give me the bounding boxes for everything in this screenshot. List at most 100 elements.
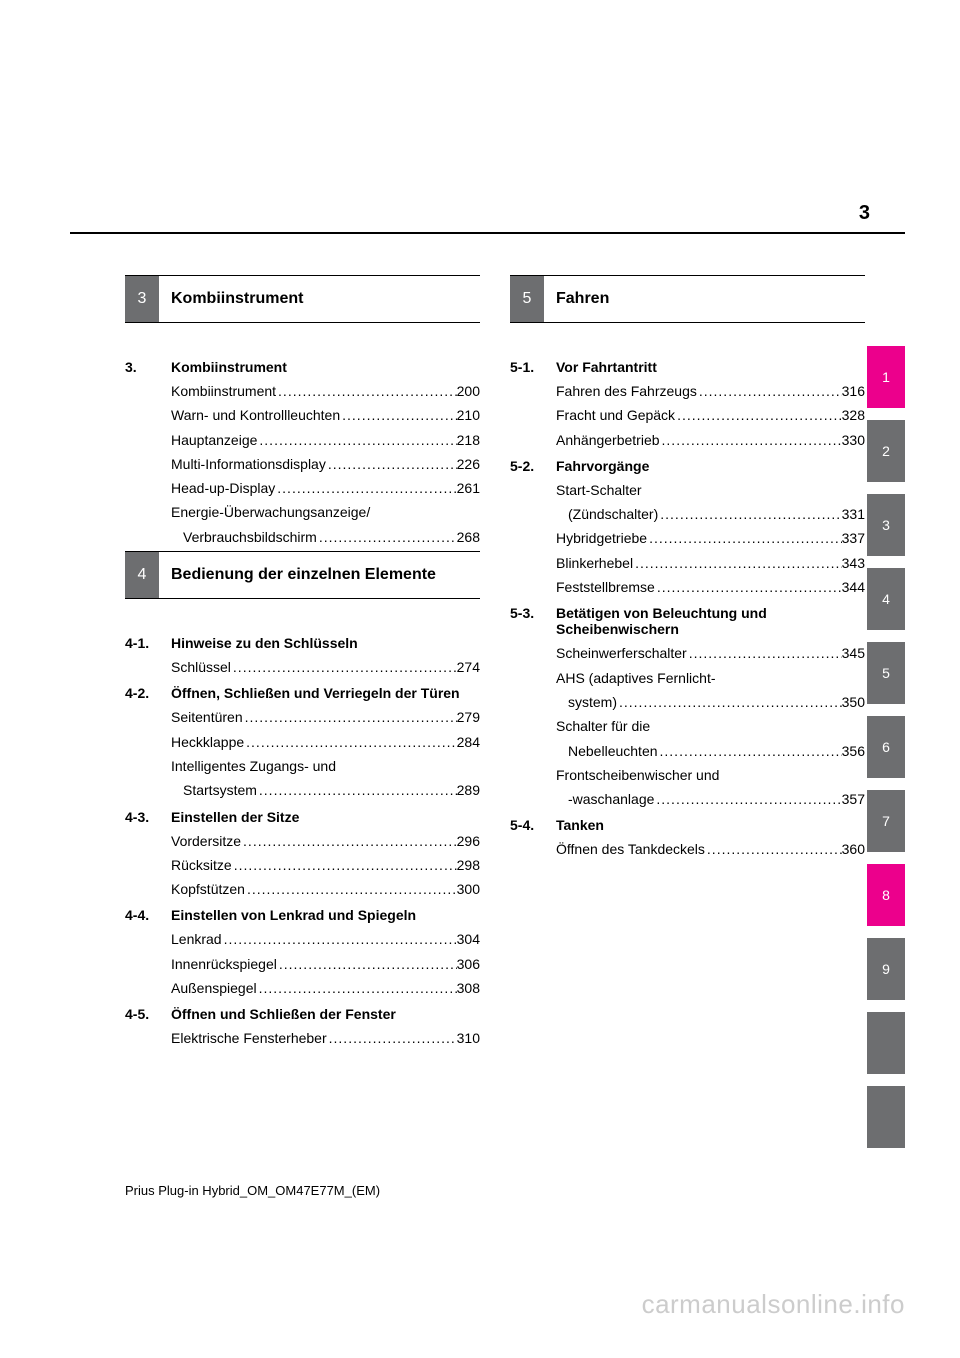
toc-entry-leader xyxy=(257,978,457,998)
chapter-tab-7[interactable]: 7 xyxy=(867,790,905,852)
toc-subheading-number: 5-1. xyxy=(510,359,556,375)
chapter-tab-1[interactable]: 1 xyxy=(867,346,905,408)
toc-subheading-title: Einstellen von Lenkrad und Spiegeln xyxy=(171,907,480,923)
toc-entry-label: AHS (adaptives Fernlicht- xyxy=(556,668,716,688)
toc-entry-label: Fahren des Fahrzeugs xyxy=(556,381,697,401)
toc-entry-page: 268 xyxy=(457,527,480,547)
toc-entry-label: Schalter für die xyxy=(556,716,650,736)
chapter-tab-9[interactable]: 9 xyxy=(867,938,905,1000)
toc-entry-continuation: Nebelleuchten 356 xyxy=(568,741,865,761)
toc-entry-continuation: (Zündschalter) 331 xyxy=(568,504,865,524)
toc-subheading: 4-3.Einstellen der Sitze xyxy=(125,809,480,825)
toc-entry-page: 360 xyxy=(842,839,865,859)
toc-entry-label: Kopfstützen xyxy=(171,879,245,899)
toc-subheading-title: Vor Fahrtantritt xyxy=(556,359,865,375)
toc-entry: Lenkrad 304 xyxy=(171,929,480,949)
toc-entry: Warn- und Kontrollleuchten 210 xyxy=(171,405,480,425)
section-bar: 4Bedienung der einzelnen Elemente xyxy=(125,551,480,599)
toc-entry-page: 331 xyxy=(842,504,865,524)
toc-subheading-title: Tanken xyxy=(556,817,865,833)
toc-entry: Seitentüren 279 xyxy=(171,707,480,727)
toc-entry: Rücksitze 298 xyxy=(171,855,480,875)
toc-entry: Innenrückspiegel 306 xyxy=(171,954,480,974)
toc-subheading: 4-4.Einstellen von Lenkrad und Spiegeln xyxy=(125,907,480,923)
toc-entry-label: Hauptanzeige xyxy=(171,430,257,450)
toc-subheading-number: 4-4. xyxy=(125,907,171,923)
toc-entry-leader xyxy=(317,527,457,547)
toc-subheading-number: 4-5. xyxy=(125,1006,171,1022)
toc-entry-label: Feststellbremse xyxy=(556,577,655,597)
toc-entry-page: 304 xyxy=(457,929,480,949)
toc-subheading-title: Öffnen, Schließen und Verriegeln der Tür… xyxy=(171,685,480,701)
toc-subheading: 5-2.Fahrvorgänge xyxy=(510,458,865,474)
toc-subheading: 3.Kombiinstrument xyxy=(125,359,480,375)
toc-entry-leader xyxy=(257,780,457,800)
toc-entry-leader xyxy=(277,954,457,974)
toc-entry: Kombiinstrument 200 xyxy=(171,381,480,401)
chapter-tab-blank[interactable] xyxy=(867,1012,905,1074)
chapter-tab-6[interactable]: 6 xyxy=(867,716,905,778)
toc-entry: Fracht und Gepäck 328 xyxy=(556,405,865,425)
toc-subheading: 5-4.Tanken xyxy=(510,817,865,833)
toc-subheading: 4-5.Öffnen und Schließen der Fenster xyxy=(125,1006,480,1022)
toc-entry: Schlüssel 274 xyxy=(171,657,480,677)
toc-entry: Hybridgetriebe 337 xyxy=(556,528,865,548)
toc-entry-leader xyxy=(647,528,842,548)
toc-entry-page: 274 xyxy=(457,657,480,677)
section-bar-number: 3 xyxy=(125,276,159,322)
toc-entry-continuation: Startsystem 289 xyxy=(183,780,480,800)
spacer xyxy=(125,339,480,351)
section-bar: 3Kombiinstrument xyxy=(125,275,480,323)
side-tabs: 1 2 3 4 5 6 7 8 9 xyxy=(867,346,905,1160)
toc-entry-page: 200 xyxy=(457,381,480,401)
toc-entry-page: 310 xyxy=(457,1028,480,1048)
content-area: 3Kombiinstrument 3.Kombiinstrument Kombiin… xyxy=(125,275,865,1053)
toc-entry: Start-Schalter xyxy=(556,480,865,500)
toc-entry: Fahren des Fahrzeugs 316 xyxy=(556,381,865,401)
toc-entry: Head-up-Display 261 xyxy=(171,478,480,498)
chapter-tab-8[interactable]: 8 xyxy=(867,864,905,926)
toc-entry-page: 356 xyxy=(842,741,865,761)
chapter-tab-3[interactable]: 3 xyxy=(867,494,905,556)
toc-entry-page: 300 xyxy=(457,879,480,899)
toc-entry-leader xyxy=(705,839,842,859)
chapter-tab-blank[interactable] xyxy=(867,1086,905,1148)
toc-entry-page: 284 xyxy=(457,732,480,752)
chapter-tab-5[interactable]: 5 xyxy=(867,642,905,704)
toc-entry-leader xyxy=(654,789,841,809)
toc-entry-leader xyxy=(340,405,457,425)
chapter-tab-4[interactable]: 4 xyxy=(867,568,905,630)
footer-text: Prius Plug-in Hybrid_OM_OM47E77M_(EM) xyxy=(125,1183,380,1198)
toc-subheading: 4-1.Hinweise zu den Schlüsseln xyxy=(125,635,480,651)
section-bar: 5Fahren xyxy=(510,275,865,323)
toc-entry: Feststellbremse 344 xyxy=(556,577,865,597)
toc-entry-leader xyxy=(658,741,842,761)
toc-entry-label: Intelligentes Zugangs- und xyxy=(171,756,336,776)
toc-subheading-number: 4-1. xyxy=(125,635,171,651)
chapter-tab-2[interactable]: 2 xyxy=(867,420,905,482)
toc-entry-leader xyxy=(231,657,457,677)
toc-entry-label: Hybridgetriebe xyxy=(556,528,647,548)
toc-entry-label: Head-up-Display xyxy=(171,478,275,498)
column-left: 3Kombiinstrument 3.Kombiinstrument Kombiin… xyxy=(125,275,480,1053)
toc-entry-leader xyxy=(326,454,457,474)
toc-entry: Intelligentes Zugangs- und xyxy=(171,756,480,776)
toc-entry-page: 226 xyxy=(457,454,480,474)
toc-entry-label: Vordersitze xyxy=(171,831,241,851)
toc-entry-label: system) xyxy=(568,692,617,712)
toc-subheading-title: Einstellen der Sitze xyxy=(171,809,480,825)
toc-entry-leader xyxy=(244,732,456,752)
toc-entry-page: 328 xyxy=(842,405,865,425)
toc-entry-page: 261 xyxy=(457,478,480,498)
toc-subheading: 5-1.Vor Fahrtantritt xyxy=(510,359,865,375)
toc-subheading-title: Öffnen und Schließen der Fenster xyxy=(171,1006,480,1022)
toc-subheading-number: 4-3. xyxy=(125,809,171,825)
toc-entry: Scheinwerferschalter 345 xyxy=(556,643,865,663)
toc-entry-label: Start-Schalter xyxy=(556,480,642,500)
toc-entry-label: Scheinwerferschalter xyxy=(556,643,687,663)
toc-entry-page: 343 xyxy=(842,553,865,573)
toc-entry-continuation: -waschanlage 357 xyxy=(568,789,865,809)
toc-entry-page: 344 xyxy=(842,577,865,597)
toc-entry-page: 279 xyxy=(457,707,480,727)
toc-entry-leader xyxy=(245,879,457,899)
